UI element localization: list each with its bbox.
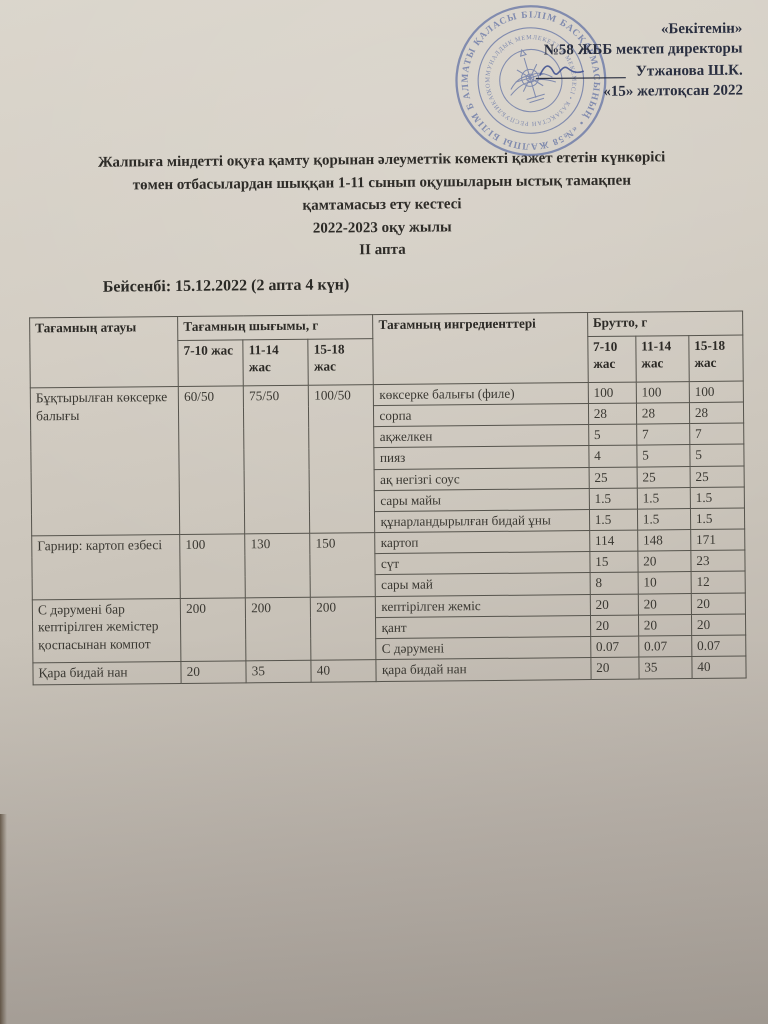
brutto-cell: 5 (689, 444, 745, 467)
brutto-cell: 171 (690, 529, 745, 551)
brutto-cell: 1.5 (589, 509, 638, 531)
ingredient-cell: қант (375, 615, 591, 639)
ingredient-cell: сорпа (373, 403, 589, 427)
portion-cell: 40 (311, 659, 377, 682)
brutto-cell: 100 (587, 382, 637, 404)
brutto-cell: 20 (638, 593, 692, 615)
signer-name: Утжанова Ш.К. (635, 62, 743, 80)
brutto-cell: 100 (636, 381, 690, 404)
portion-cell: 200 (245, 596, 312, 661)
school-stamp: АЛМАТЫ ҚАЛАСЫ БІЛІМ БАСҚАРМАСЫНЫҢ • «№58… (425, 0, 619, 172)
portion-cell: 35 (246, 660, 312, 683)
ingredient-cell: сүт (375, 551, 590, 575)
brutto-cell: 28 (689, 402, 744, 424)
brutto-cell: 7 (689, 423, 744, 446)
brutto-cell: 5 (588, 424, 637, 447)
portion-cell: 20 (181, 660, 247, 684)
ingredient-cell: құнарландырылған бидай ұны (374, 509, 590, 533)
dish-name-cell: Гарнир: картоп езбесі (31, 534, 181, 600)
brutto-cell: 4 (588, 445, 637, 468)
brutto-cell: 8 (589, 572, 639, 595)
approval-label: «Бекітемін» (660, 20, 743, 38)
brutto-cell: 114 (589, 530, 638, 552)
brutto-cell: 1.5 (690, 486, 745, 509)
portion-cell: 60/50 (178, 385, 245, 535)
ingredient-cell: кептірілген жеміс (375, 594, 591, 618)
brutto-cell: 35 (638, 656, 692, 679)
brutto-cell: 100 (689, 381, 744, 403)
approval-director-line: №58 ЖББ мектеп директоры (543, 40, 743, 59)
brutto-cell: 20 (691, 592, 746, 615)
header-age-group: 11-14 жас (635, 335, 690, 383)
brutto-cell: 15 (589, 551, 638, 573)
ingredient-cell: пияз (374, 446, 589, 470)
header-ingredients: Тағамның ингредиенттері (373, 312, 588, 385)
brutto-cell: 28 (588, 403, 637, 425)
header-yield: Тағамның шығымы, г (177, 314, 374, 341)
brutto-cell: 25 (689, 465, 745, 488)
header-age-group: 15-18 жас (688, 335, 744, 382)
brutto-cell: 1.5 (637, 508, 691, 531)
header-dish-name: Тағамның атауы (29, 316, 179, 388)
brutto-cell: 10 (637, 571, 692, 594)
approval-date-line: «15» желтоқсан 2022 (603, 82, 744, 100)
brutto-cell: 1.5 (637, 487, 691, 510)
ingredient-cell: картоп (375, 530, 590, 554)
ingredient-cell: С дәрумені (376, 636, 591, 660)
brutto-cell: 12 (690, 571, 746, 594)
header-age-group: 7-10 жас (178, 339, 244, 387)
dish-name-cell: Бұқтырылған көксерке балығы (30, 386, 180, 536)
brutto-cell: 20 (590, 614, 639, 637)
ingredient-cell: ақ негізгі соус (374, 467, 589, 491)
brutto-cell: 20 (638, 614, 692, 636)
brutto-cell: 20 (637, 550, 691, 573)
stamp-seal-icon: АЛМАТЫ ҚАЛАСЫ БІЛІМ БАСҚАРМАСЫНЫҢ • «№58… (425, 0, 619, 172)
ingredient-cell: сары майы (374, 488, 590, 512)
header-brutto: Брутто, г (587, 311, 743, 337)
approval-signature-row: Утжанова Ш.К. (534, 59, 743, 83)
brutto-cell: 25 (588, 466, 638, 489)
brutto-cell: 23 (690, 550, 746, 572)
portion-cell: 150 (310, 532, 376, 597)
brutto-cell: 7 (636, 423, 690, 446)
brutto-cell: 0.07 (638, 635, 692, 658)
portion-cell: 200 (180, 597, 247, 662)
brutto-cell: 0.07 (590, 635, 639, 658)
brutto-cell: 20 (590, 593, 639, 616)
dish-name-cell: С дәрумені бар кептірілген жемістер қосп… (32, 598, 182, 663)
dish-name-cell: Қара бидай нан (32, 661, 182, 685)
brutto-cell: 1.5 (690, 507, 745, 530)
ingredient-cell: сары май (375, 572, 591, 597)
document-title: Жалпыға міндетті оқуға қамту қорынан әле… (0, 145, 767, 265)
brutto-cell: 28 (636, 402, 690, 425)
day-heading: Бейсенбі: 15.12.2022 (2 апта 4 күн) (102, 276, 350, 296)
brutto-cell: 1.5 (588, 487, 638, 510)
brutto-cell: 20 (590, 657, 639, 680)
portion-cell: 100/50 (308, 384, 376, 534)
approval-block: «Бекітемін» №58 ЖББ мектеп директоры Утж… (533, 19, 743, 103)
ingredient-cell: ақжелкен (374, 424, 589, 449)
brutto-cell: 148 (637, 529, 691, 552)
portion-cell: 130 (244, 533, 311, 598)
portion-cell: 75/50 (243, 385, 311, 534)
brutto-cell: 0.07 (691, 634, 746, 657)
portion-cell: 200 (310, 596, 377, 661)
stamp-emblem-icon (510, 48, 556, 104)
brutto-cell: 25 (636, 466, 691, 488)
brutto-cell: 5 (636, 445, 690, 467)
ingredient-cell: көксерке балығы (филе) (373, 382, 589, 406)
ingredient-cell: қара бидай нан (376, 657, 591, 682)
header-age-group: 11-14 жас (243, 339, 309, 386)
menu-table: Тағамның атауы Тағамның шығымы, г Тағамн… (29, 311, 747, 685)
brutto-cell: 40 (691, 656, 747, 679)
header-age-group: 7-10 жас (587, 336, 637, 383)
header-age-group: 15-18 жас (308, 338, 374, 386)
brutto-cell: 20 (691, 613, 746, 636)
signature-icon (535, 65, 626, 80)
portion-cell: 100 (179, 533, 246, 599)
